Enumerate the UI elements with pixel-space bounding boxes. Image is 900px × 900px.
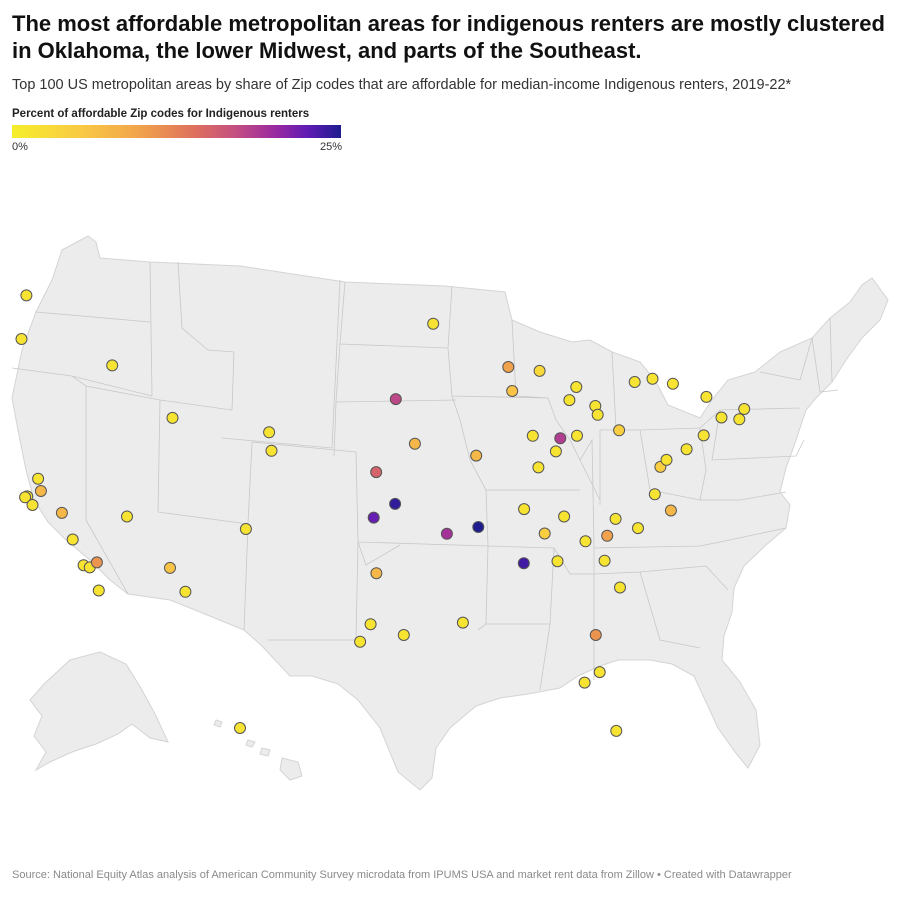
metro-marker[interactable] (20, 289, 33, 302)
metro-marker[interactable] (563, 394, 576, 407)
legend-title: Percent of affordable Zip codes for Indi… (12, 108, 310, 120)
metro-marker[interactable] (646, 372, 659, 385)
metro-marker[interactable] (593, 666, 606, 679)
metro-marker[interactable] (427, 317, 440, 330)
metro-marker[interactable] (664, 504, 677, 517)
hawaii-land (213, 719, 303, 781)
metro-marker[interactable] (440, 527, 453, 540)
metro-marker[interactable] (551, 555, 564, 568)
metro-marker[interactable] (589, 629, 602, 641)
metro-marker[interactable] (370, 466, 383, 479)
metro-marker[interactable] (106, 359, 119, 372)
metro-markers (15, 289, 751, 737)
metro-marker[interactable] (370, 567, 383, 580)
metro-marker[interactable] (666, 377, 679, 390)
metro-marker[interactable] (570, 381, 583, 393)
metro-marker[interactable] (549, 445, 562, 458)
metro-marker[interactable] (263, 426, 276, 439)
metro-marker[interactable] (598, 554, 611, 567)
metro-marker[interactable] (680, 443, 693, 456)
metro-marker[interactable] (506, 385, 519, 397)
metro-marker[interactable] (697, 429, 710, 442)
metro-marker[interactable] (408, 437, 421, 450)
metro-marker[interactable] (470, 449, 483, 462)
state-border-lines (11, 261, 839, 691)
metro-marker[interactable] (26, 499, 39, 511)
metro-marker[interactable] (628, 376, 641, 388)
metro-marker[interactable] (733, 413, 746, 426)
metro-marker[interactable] (533, 364, 546, 377)
legend-labels: 0% 25% (12, 141, 342, 155)
source-footer: Source: National Equity Atlas analysis o… (12, 869, 792, 881)
metro-marker[interactable] (554, 432, 567, 445)
metro-marker[interactable] (367, 511, 380, 524)
metro-marker[interactable] (578, 676, 591, 689)
land-layer (11, 235, 889, 791)
metro-marker[interactable] (526, 429, 539, 442)
metro-marker[interactable] (502, 361, 515, 373)
legend-min-label: 0% (12, 141, 28, 153)
metro-marker[interactable] (613, 424, 626, 437)
metro-marker[interactable] (738, 403, 751, 415)
metro-marker[interactable] (34, 485, 47, 497)
us-metro-map (11, 235, 889, 791)
metro-marker[interactable] (517, 557, 530, 570)
metro-marker[interactable] (90, 556, 103, 569)
alaska-land (29, 651, 169, 772)
metro-marker[interactable] (397, 629, 410, 641)
metro-marker[interactable] (234, 722, 246, 734)
color-legend: Percent of affordable Zip codes for Indi… (12, 107, 342, 155)
metro-marker[interactable] (364, 618, 377, 631)
metro-marker[interactable] (715, 411, 728, 424)
metro-marker[interactable] (571, 429, 583, 442)
metro-marker[interactable] (456, 616, 469, 629)
metro-marker[interactable] (660, 453, 673, 466)
metro-marker[interactable] (66, 533, 79, 546)
metro-marker[interactable] (614, 581, 626, 594)
metro-marker[interactable] (19, 491, 32, 504)
metro-marker[interactable] (472, 521, 485, 533)
legend-gradient-bar (12, 125, 341, 138)
metro-marker[interactable] (648, 488, 661, 501)
chart-subtitle: Top 100 US metropolitan areas by share o… (12, 77, 792, 93)
metro-marker[interactable] (389, 393, 402, 406)
metro-marker[interactable] (55, 506, 68, 519)
metro-marker[interactable] (700, 390, 713, 403)
metro-marker[interactable] (15, 333, 28, 345)
metro-marker[interactable] (164, 561, 176, 574)
metro-marker[interactable] (609, 512, 622, 525)
contiguous-us-land (11, 235, 889, 791)
metro-marker[interactable] (579, 535, 592, 548)
state-borders (11, 261, 839, 691)
metro-marker[interactable] (601, 529, 614, 542)
metro-marker[interactable] (558, 510, 571, 523)
metro-marker[interactable] (265, 444, 278, 457)
metro-marker[interactable] (389, 497, 402, 510)
chart-title: The most affordable metropolitan areas f… (12, 11, 885, 63)
metro-marker[interactable] (121, 510, 133, 523)
metro-marker[interactable] (610, 724, 623, 737)
metro-marker[interactable] (92, 584, 105, 597)
metro-marker[interactable] (32, 472, 45, 485)
metro-marker[interactable] (532, 461, 545, 474)
metro-marker[interactable] (354, 635, 367, 648)
metro-marker[interactable] (239, 523, 252, 535)
legend-max-label: 25% (319, 141, 342, 153)
metro-marker[interactable] (538, 527, 551, 540)
metro-marker[interactable] (591, 408, 604, 421)
metro-marker[interactable] (632, 522, 644, 535)
metro-marker[interactable] (518, 503, 531, 516)
metro-marker[interactable] (179, 585, 192, 598)
metro-marker[interactable] (166, 411, 179, 424)
